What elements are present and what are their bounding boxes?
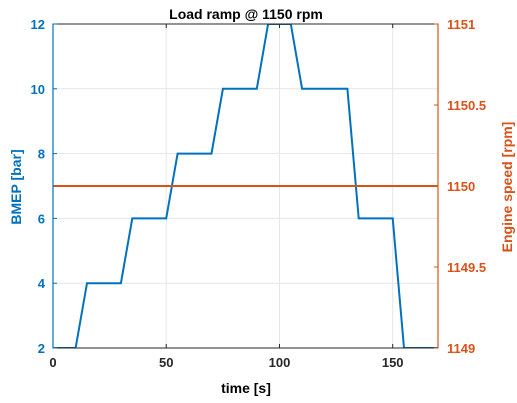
bmep-line — [53, 24, 438, 348]
ticks: 0 50 100 150 2 4 6 8 10 12 1149 1149.5 1150 1150.5 115… — [31, 17, 487, 370]
x-tick-label: 50 — [159, 355, 173, 370]
y-left-tick-label: 6 — [38, 211, 45, 226]
y-left-tick-label: 8 — [38, 147, 45, 162]
x-tick-label: 150 — [382, 355, 404, 370]
y-left-tick-label: 10 — [31, 82, 45, 97]
y-right-tick-label: 1150.5 — [447, 98, 486, 113]
y-right-tick-label: 1149 — [447, 341, 475, 356]
y-right-tick-label: 1150 — [447, 179, 475, 194]
x-tick-label: 0 — [49, 355, 56, 370]
y-left-tick-label: 2 — [38, 341, 45, 356]
chart-title: Load ramp @ 1150 rpm — [169, 6, 323, 22]
y-left-tick-label: 4 — [38, 276, 46, 291]
series-layer — [53, 24, 438, 348]
y-left-tick-label: 12 — [31, 17, 45, 32]
y-right-tick-label: 1149.5 — [447, 260, 486, 275]
x-tick-label: 100 — [269, 355, 291, 370]
y-axis-left-label: BMEP [bar] — [8, 149, 24, 224]
x-axis-label: time [s] — [221, 380, 271, 396]
y-right-tick-label: 1151 — [447, 17, 475, 32]
y-axis-right-label: Engine speed [rpm] — [499, 122, 515, 253]
